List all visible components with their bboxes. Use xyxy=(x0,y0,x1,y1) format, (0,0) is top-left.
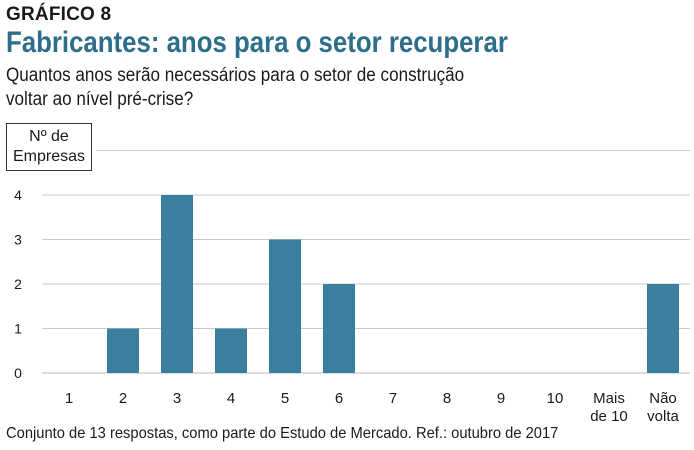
x-tick-label: 9 xyxy=(497,390,505,407)
x-tick-label-line: Mais xyxy=(593,390,625,407)
x-tick-labels: 1 2 3 4 5 6 7 8 9 10 Mais de 10 Não volta xyxy=(65,390,680,425)
x-tick-label: 4 xyxy=(227,390,235,407)
x-tick-label: 2 xyxy=(119,390,127,407)
y-tick-label: 2 xyxy=(14,276,22,292)
x-tick-label: 5 xyxy=(281,390,289,407)
y-tick-label: 3 xyxy=(14,232,22,248)
x-tick-label-line: 10 xyxy=(547,390,564,407)
x-tick-label-line: 3 xyxy=(173,390,181,407)
bar xyxy=(107,328,139,373)
footnote: Conjunto de 13 respostas, como parte do … xyxy=(6,425,559,442)
x-tick-label: 3 xyxy=(173,390,181,407)
x-tick-label: 7 xyxy=(389,390,397,407)
bar xyxy=(269,239,301,373)
bar xyxy=(215,328,247,373)
y-tick-label: 1 xyxy=(14,321,22,337)
x-tick-label-line: 7 xyxy=(389,390,397,407)
x-tick-label: Não volta xyxy=(647,390,679,425)
y-axis-label-line-2: Empresas xyxy=(12,148,86,165)
x-tick-label: 6 xyxy=(335,390,343,407)
x-tick-label-line: 2 xyxy=(119,390,127,407)
bar xyxy=(323,284,355,373)
x-tick-label: Mais de 10 xyxy=(590,390,628,425)
x-tick-label-line: de 10 xyxy=(590,408,628,425)
x-tick-label-line: 6 xyxy=(335,390,343,407)
y-axis-label-line-1: Nº de xyxy=(29,128,69,145)
chart-subtitle: Quantos anos serão necessários para o se… xyxy=(6,65,465,110)
x-tick-label: 10 xyxy=(547,390,564,407)
x-tick-label-line: 1 xyxy=(65,390,73,407)
x-tick-label-line: 5 xyxy=(281,390,289,407)
bars xyxy=(107,195,679,373)
x-tick-label-line: volta xyxy=(647,408,679,425)
x-tick-label-line: 9 xyxy=(497,390,505,407)
chart-kicker: GRÁFICO 8 xyxy=(6,4,112,25)
y-tick-labels: 0 1 2 3 4 xyxy=(14,187,22,381)
x-tick-label-line: 4 xyxy=(227,390,235,407)
y-tick-label: 0 xyxy=(14,365,22,381)
x-tick-label-line: Não xyxy=(649,390,677,407)
chart-title: Fabricantes: anos para o setor recuperar xyxy=(6,26,508,59)
x-tick-label: 8 xyxy=(443,390,451,407)
x-tick-label: 1 xyxy=(65,390,73,407)
gridlines xyxy=(42,150,690,374)
y-axis-label: Nº de Empresas xyxy=(6,123,92,171)
bar-chart: 0 1 2 3 4 1 2 3 4 5 6 7 8 9 10 Mais de 10 Não volta xyxy=(14,150,690,425)
bar xyxy=(647,284,679,373)
bar xyxy=(161,195,193,373)
x-tick-label-line: 8 xyxy=(443,390,451,407)
y-tick-label: 4 xyxy=(14,187,22,203)
